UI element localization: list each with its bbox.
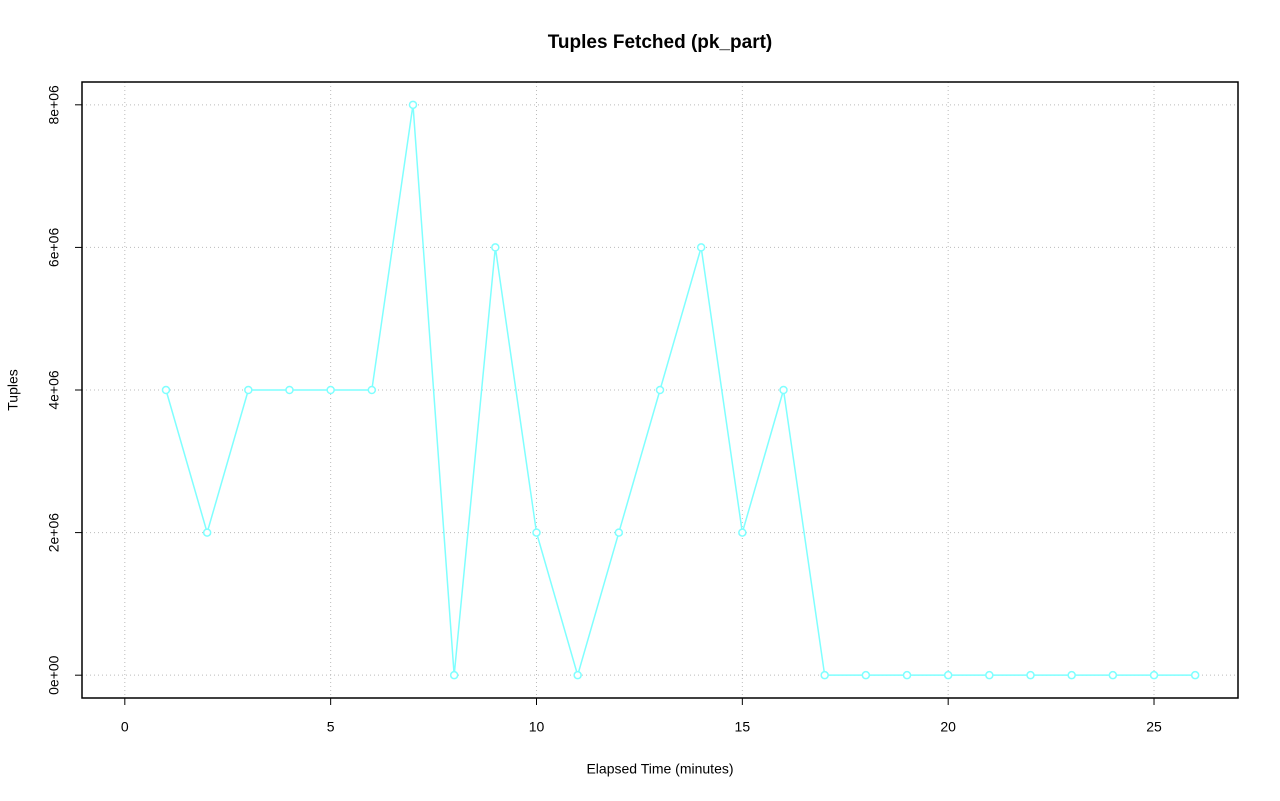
- data-point: [738, 528, 747, 537]
- data-point: [367, 385, 377, 395]
- chart-title: Tuples Fetched (pk_part): [548, 32, 773, 53]
- data-point: [985, 670, 994, 680]
- data-point: [449, 670, 459, 680]
- y-tick-label: 2e+06: [46, 513, 62, 553]
- series-line: [165, 104, 1196, 678]
- plot-frame: [81, 81, 1239, 699]
- x-tick-label: 10: [529, 719, 545, 735]
- data-point: [902, 670, 912, 680]
- data-point: [532, 528, 541, 537]
- data-point: [573, 670, 582, 680]
- data-point: [244, 385, 253, 395]
- x-tick-label: 0: [121, 719, 129, 735]
- x-tick-label: 5: [327, 719, 335, 735]
- y-tick-label: 6e+06: [46, 228, 62, 268]
- data-point: [655, 385, 665, 395]
- data-point: [820, 670, 829, 680]
- x-tick-label: 20: [940, 719, 956, 735]
- x-tick-label: 15: [735, 719, 751, 735]
- data-point: [285, 385, 294, 395]
- data-point: [943, 670, 953, 680]
- data-point: [491, 243, 500, 252]
- data-point: [861, 670, 871, 680]
- data-point: [326, 385, 335, 395]
- x-tick-label: 25: [1146, 719, 1162, 735]
- data-point: [1067, 670, 1076, 680]
- data-point: [779, 385, 788, 395]
- data-point: [1026, 670, 1035, 680]
- data-point: [614, 528, 624, 537]
- data-point: [408, 100, 418, 110]
- data-point: [1108, 670, 1118, 680]
- y-tick-label: 0e+00: [46, 655, 62, 695]
- data-point: [1149, 670, 1159, 680]
- data-point: [202, 528, 212, 537]
- data-point: [161, 385, 171, 395]
- y-tick-label: 4e+06: [46, 370, 62, 410]
- x-axis-label: Elapsed Time (minutes): [586, 761, 733, 777]
- y-tick-label: 8e+06: [46, 85, 62, 125]
- data-point: [696, 243, 706, 252]
- y-axis-label: Tuples: [5, 369, 21, 411]
- data-point: [1190, 670, 1200, 680]
